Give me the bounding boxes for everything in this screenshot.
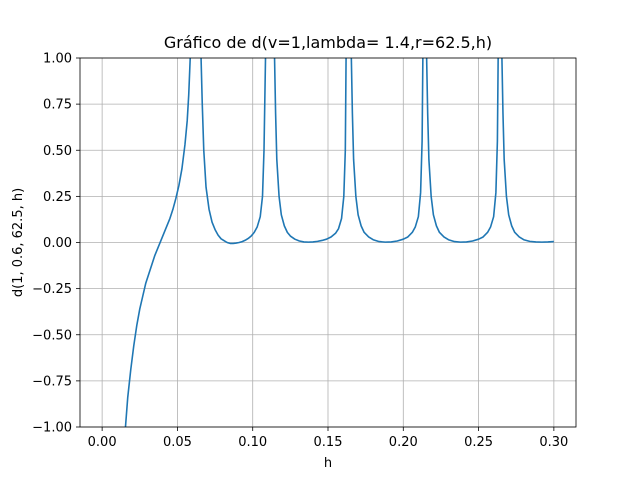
y-tick-label: 0.75 [43, 98, 72, 113]
x-tick-label: 0.00 [88, 435, 117, 450]
series-line-segment [124, 58, 192, 427]
x-tick-label: 0.15 [314, 435, 343, 450]
x-axis-label: h [324, 456, 332, 471]
grid [80, 57, 576, 428]
x-tick-label: 0.25 [464, 435, 493, 450]
y-tick-label: 1.00 [43, 52, 72, 67]
y-tick-label: −0.50 [32, 328, 72, 343]
y-tick-label: −1.00 [32, 421, 72, 436]
y-tick-label: −0.25 [32, 282, 72, 297]
x-tick-label: 0.20 [389, 435, 418, 450]
y-tick-label: −0.75 [32, 374, 72, 389]
series-line-segment [501, 58, 554, 243]
series-layer [124, 58, 554, 427]
y-tick-label: 0.00 [43, 236, 72, 251]
x-tick-label: 0.10 [238, 435, 267, 450]
y-tick-label: 0.25 [43, 190, 72, 205]
series-line-segment [200, 58, 267, 245]
axis-ticks: 0.00 0.05 0.10 0.15 0.20 0.25 0.30 −1.00 −0.75 −0… [32, 52, 568, 451]
x-tick-label: 0.30 [539, 435, 568, 450]
y-axis-label: d(1, 0.6, 62.5, h) [11, 188, 26, 297]
y-tick-label: 0.50 [43, 144, 72, 159]
chart-title: Gráfico de d(v=1,lambda= 1.4,r=62.5,h) [164, 33, 492, 52]
series-line-segment [273, 58, 347, 243]
series-line-segment [350, 58, 424, 243]
x-tick-label: 0.05 [163, 435, 192, 450]
series-line-segment [425, 58, 499, 243]
